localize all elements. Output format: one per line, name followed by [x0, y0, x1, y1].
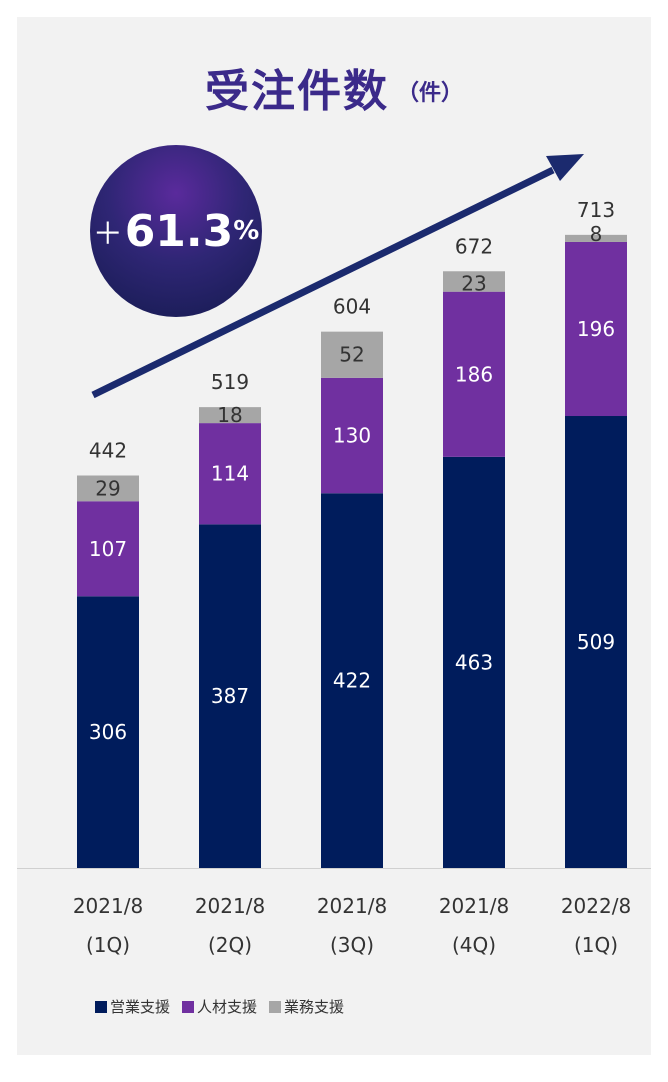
data-label: 463 — [455, 650, 493, 674]
bar-segment-hr — [321, 377, 383, 494]
legend: 営業支援 人材支援 業務支援 — [95, 996, 356, 1017]
data-label: 114 — [211, 462, 249, 486]
x-tick-label: (2Q) — [208, 933, 252, 957]
data-label: 509 — [577, 630, 615, 654]
x-tick-label: 2021/8 — [439, 894, 509, 918]
bar-segment-sales — [321, 493, 383, 868]
legend-swatch — [95, 1000, 107, 1013]
x-tick-label: 2021/8 — [195, 894, 265, 918]
x-tick-label: 2021/8 — [73, 894, 143, 918]
x-tick-label: 2021/8 — [317, 894, 387, 918]
bar-segment-ops — [565, 234, 627, 242]
x-tick-label: (1Q) — [574, 933, 618, 957]
growth-badge: ＋ 61.3 % — [90, 145, 262, 317]
data-label: 23 — [461, 272, 486, 296]
legend-label: 人材支援 — [197, 998, 258, 1016]
data-label: 130 — [333, 424, 371, 448]
bar-segment-sales — [443, 456, 505, 868]
total-label: 519 — [211, 370, 249, 394]
data-label: 196 — [577, 317, 615, 341]
legend-item: 業務支援 — [269, 996, 344, 1017]
legend-item: 人材支援 — [182, 996, 257, 1017]
data-label: 8 — [590, 222, 603, 246]
trend-arrow-head — [546, 154, 584, 181]
bar-segment-hr — [565, 241, 627, 417]
data-label: 306 — [89, 720, 127, 744]
total-label: 672 — [455, 234, 493, 258]
chart-title: 受注件数 （件） — [0, 62, 668, 124]
trend-arrow-shaft — [91, 166, 555, 399]
bar-segment-ops — [321, 331, 383, 378]
bar-segment-sales — [565, 416, 627, 868]
legend-item: 営業支援 — [95, 996, 170, 1017]
legend-label: 業務支援 — [284, 998, 345, 1016]
legend-label: 営業支援 — [110, 998, 171, 1016]
bar-segment-hr — [443, 291, 505, 457]
bar-segment-sales — [77, 596, 139, 868]
data-label: 29 — [95, 476, 120, 500]
bar-segment-ops — [443, 271, 505, 292]
total-label: 713 — [577, 198, 615, 222]
legend-swatch — [182, 1000, 195, 1013]
x-tick-label: (4Q) — [452, 933, 496, 957]
legend-swatch — [269, 1000, 282, 1013]
data-label: 107 — [89, 537, 127, 561]
data-label: 52 — [339, 343, 364, 367]
total-label: 604 — [333, 295, 371, 319]
data-label: 186 — [455, 362, 493, 386]
growth-sign: ＋ — [92, 217, 123, 252]
data-label: 18 — [217, 403, 242, 427]
growth-value: 61.3 — [124, 205, 234, 257]
title-text: 受注件数 — [204, 66, 389, 117]
bar-segment-hr — [199, 423, 261, 525]
bar-segment-hr — [77, 501, 139, 597]
total-label: 442 — [89, 439, 127, 463]
title-unit: （件） — [396, 81, 463, 106]
x-tick-label: 2022/8 — [561, 894, 631, 918]
bar-segment-ops — [77, 475, 139, 502]
bar-segment-ops — [199, 407, 261, 424]
bar-segment-sales — [199, 524, 261, 868]
x-tick-label: (1Q) — [86, 933, 130, 957]
x-tick-label: (3Q) — [330, 933, 374, 957]
growth-percent: % — [233, 216, 260, 246]
data-label: 387 — [211, 684, 249, 708]
data-label: 422 — [333, 669, 371, 693]
